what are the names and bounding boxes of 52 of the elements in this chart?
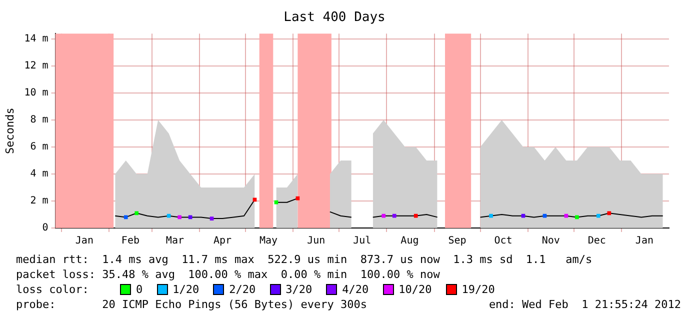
point bbox=[252, 198, 257, 202]
y-tick-label: 0 bbox=[42, 222, 48, 234]
chart-title: Last 400 Days bbox=[284, 10, 386, 26]
y-axis-title: Seconds bbox=[3, 108, 16, 154]
legend-label: 19/20 bbox=[462, 282, 495, 297]
legend-label: 10/20 bbox=[398, 282, 432, 297]
point bbox=[124, 215, 128, 220]
point bbox=[274, 200, 278, 204]
legend-title: loss color: bbox=[16, 282, 90, 297]
point bbox=[596, 214, 600, 218]
y-tick-label: 6 m bbox=[30, 142, 48, 153]
x-tick-label: May bbox=[260, 236, 278, 247]
x-tick-label: Aug bbox=[400, 236, 419, 247]
point bbox=[575, 215, 579, 220]
legend-label: 2/20 bbox=[229, 282, 256, 297]
x-tick-label: Sep bbox=[448, 236, 466, 247]
point bbox=[414, 214, 418, 218]
point bbox=[134, 211, 139, 216]
text: packet loss: 35.48 % avg 100.00 % max 0.00 % min 100.00 % now bbox=[16, 267, 441, 282]
point bbox=[489, 214, 493, 218]
point bbox=[564, 214, 568, 218]
x-tick-label: Nov bbox=[542, 236, 560, 247]
x-tick-label: Oct bbox=[494, 236, 512, 247]
x-tick-label: Jan bbox=[635, 236, 654, 247]
text: end: Wed Feb 1 21:55:24 2012 bbox=[488, 297, 681, 312]
x-tick-label: Jan bbox=[75, 236, 94, 247]
x-tick-label: Dec bbox=[588, 236, 606, 247]
legend-label: 0 bbox=[136, 282, 143, 297]
legend-label: 3/20 bbox=[286, 282, 312, 297]
y-tick-label: 12 m bbox=[24, 60, 48, 72]
x-tick-label: Mar bbox=[166, 236, 184, 247]
x-tick-label: Feb bbox=[121, 236, 140, 247]
point bbox=[382, 214, 386, 218]
x-tick-label: Jul bbox=[353, 236, 372, 247]
point bbox=[392, 214, 396, 218]
x-tick-label: Apr bbox=[213, 236, 232, 247]
x-tick-label: Jun bbox=[307, 236, 326, 247]
legend-label: 4/20 bbox=[342, 282, 369, 297]
point bbox=[521, 214, 526, 218]
text: median rtt: 1.4 ms avg 11.7 ms max 522.9 us min 873.7 us now 1.3 ms sd 1.1 am/s bbox=[16, 252, 594, 267]
y-tick-label: 2 m bbox=[30, 196, 48, 207]
legend-label: 1/20 bbox=[172, 282, 200, 297]
point bbox=[210, 216, 214, 220]
point bbox=[542, 214, 547, 218]
point bbox=[178, 215, 182, 220]
y-tick-label: 14 m bbox=[24, 34, 48, 45]
y-tick-label: 8 m bbox=[30, 114, 48, 126]
text: probe: 20 ICMP Echo Pings (56 Bytes) every 300s bbox=[16, 297, 367, 312]
y-tick-label: 4 m bbox=[30, 168, 48, 180]
point bbox=[607, 211, 612, 216]
point bbox=[166, 214, 171, 218]
y-tick-label: 10 m bbox=[24, 88, 48, 99]
